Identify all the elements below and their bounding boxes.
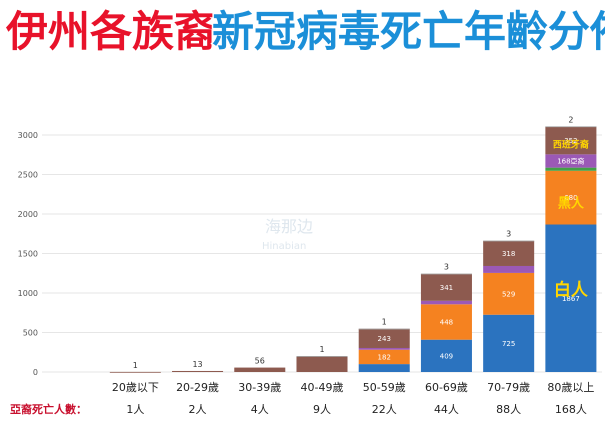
bar-top-label: 2 bbox=[568, 115, 573, 124]
bar-segment bbox=[420, 273, 472, 301]
asian-deaths-value: 4人 bbox=[251, 403, 269, 416]
bar-segment bbox=[358, 349, 410, 365]
bar-top-label: 56 bbox=[255, 357, 265, 366]
bars bbox=[109, 126, 597, 373]
asian-deaths-row: 亞裔死亡人數： 1人 2人 4人 9人 22人 44人 88人 168人 bbox=[10, 402, 587, 416]
bar-top-label: 1 bbox=[382, 318, 387, 327]
bar-segment bbox=[358, 364, 410, 372]
bar-top-label: 3 bbox=[444, 263, 449, 272]
bar-segment bbox=[420, 300, 472, 305]
x-category-label: 40-49歲 bbox=[301, 380, 344, 394]
watermark: 海那边 Hinabian bbox=[262, 217, 313, 252]
segment-label: 243 bbox=[378, 335, 391, 343]
x-category-label: 80歲以上 bbox=[547, 380, 594, 394]
annotation-hispanic: 西班牙裔 bbox=[553, 138, 589, 150]
y-tick-label: 1000 bbox=[18, 289, 38, 298]
y-tick-label: 500 bbox=[23, 329, 38, 338]
watermark-text-en: Hinabian bbox=[262, 241, 306, 252]
bar-segment bbox=[545, 126, 597, 128]
bar-segment bbox=[545, 170, 597, 225]
x-axis-labels: 20歲以下 20-29歲 30-39歲 40-49歲 50-59歲 60-69歲 70-79… bbox=[112, 380, 595, 394]
bar-segment bbox=[545, 126, 597, 155]
segment-label: 448 bbox=[440, 318, 453, 326]
bar-segment bbox=[483, 272, 535, 315]
x-category-label: 20-29歲 bbox=[176, 380, 219, 394]
bar-segment bbox=[545, 224, 597, 372]
bar-segment bbox=[545, 167, 597, 171]
chart-title-part2: 新冠病毒死亡年齡分佈圖 bbox=[212, 7, 605, 56]
asian-deaths-value: 88人 bbox=[496, 403, 521, 416]
segment-label: 318 bbox=[502, 250, 515, 258]
asian-deaths-value: 1人 bbox=[126, 403, 144, 416]
bar-segment bbox=[483, 240, 535, 266]
bar-segment bbox=[296, 356, 348, 372]
segment-label: 168亞裔 bbox=[557, 156, 584, 165]
bar-segment bbox=[420, 304, 472, 340]
bar-segment bbox=[420, 273, 472, 275]
y-tick-label: 2500 bbox=[18, 171, 38, 180]
data-labels: 1 13 56 1 182 243 1 409 448 341 3 725 529 318 3 1867 680… bbox=[133, 115, 589, 370]
bar-segment bbox=[545, 154, 597, 168]
chart-title-part1: 伊州各族裔 bbox=[5, 7, 216, 56]
x-category-label: 20歲以下 bbox=[112, 380, 159, 394]
chart-title: 伊州各族裔 新冠病毒死亡年齡分佈圖 bbox=[4, 6, 605, 57]
segment-label: 352 bbox=[564, 137, 577, 145]
asian-deaths-value: 2人 bbox=[189, 403, 207, 416]
asian-deaths-value: 9人 bbox=[313, 403, 331, 416]
segment-label: 182 bbox=[378, 353, 391, 361]
bar-segment bbox=[483, 240, 535, 242]
bar-segment bbox=[483, 314, 535, 372]
bar-segment bbox=[358, 328, 410, 330]
bar-top-label: 1 bbox=[133, 361, 138, 370]
watermark-text: 海那边 bbox=[265, 217, 313, 236]
bar-segment bbox=[296, 356, 348, 357]
segment-label: 529 bbox=[502, 290, 515, 298]
y-tick-label: 2000 bbox=[18, 210, 38, 219]
annotation-black: 黑人 bbox=[558, 195, 585, 211]
bar-segment bbox=[109, 371, 161, 373]
bar-top-label: 3 bbox=[506, 230, 511, 239]
segment-label: 341 bbox=[440, 284, 453, 292]
bar-segment bbox=[420, 339, 472, 372]
asian-deaths-value: 44人 bbox=[434, 403, 459, 416]
bar-segment bbox=[358, 347, 410, 350]
segment-label: 725 bbox=[502, 340, 515, 348]
asian-deaths-value: 22人 bbox=[372, 403, 397, 416]
bar-segment bbox=[234, 367, 286, 372]
segment-label: 1867 bbox=[562, 295, 580, 303]
x-category-label: 60-69歲 bbox=[425, 380, 468, 394]
y-axis: 0 500 1000 1500 2000 2500 3000 bbox=[18, 131, 38, 377]
bar-segment bbox=[358, 328, 410, 348]
grid-lines bbox=[42, 134, 602, 373]
bar-top-label: 1 bbox=[319, 345, 324, 354]
x-category-label: 30-39歲 bbox=[238, 380, 281, 394]
annotation-white: 白人 bbox=[554, 279, 589, 300]
bar-segment bbox=[483, 265, 535, 273]
segment-label: 680 bbox=[564, 194, 577, 202]
bar-segment bbox=[172, 370, 224, 372]
asian-deaths-value: 168人 bbox=[555, 403, 587, 416]
asian-deaths-title: 亞裔死亡人數： bbox=[10, 402, 87, 416]
y-tick-label: 0 bbox=[33, 368, 38, 377]
y-tick-label: 1500 bbox=[18, 250, 38, 259]
y-tick-label: 3000 bbox=[18, 131, 38, 140]
segment-label: 409 bbox=[440, 352, 453, 360]
x-category-label: 70-79歲 bbox=[487, 380, 530, 394]
bar-top-label: 13 bbox=[192, 360, 202, 369]
x-category-label: 50-59歲 bbox=[363, 380, 406, 394]
